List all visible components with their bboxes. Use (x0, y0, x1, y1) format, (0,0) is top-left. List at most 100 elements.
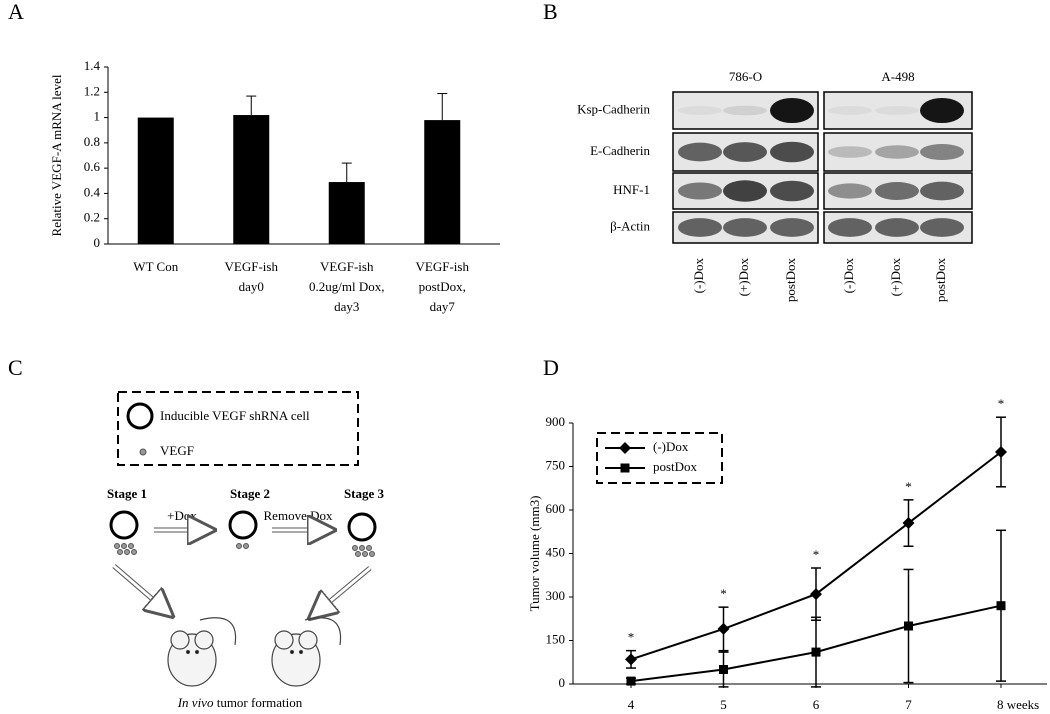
x-tick-label: 4 (628, 697, 635, 712)
stage-label: Stage 2 (230, 486, 270, 501)
y-tick-label: 0.4 (84, 184, 101, 199)
lane-label: (+)Dox (888, 258, 903, 297)
x-tick-line: day0 (239, 279, 264, 294)
significance: * (813, 547, 820, 562)
marker (625, 653, 637, 666)
bar (424, 120, 461, 244)
x-tick-label: 7 (905, 697, 912, 712)
y-tick-label: 0.2 (84, 210, 100, 225)
cell (228, 510, 258, 540)
column-header: 786-O (729, 69, 762, 84)
y-axis-label: Relative VEGF-A mRNA level (49, 74, 64, 236)
mouse (271, 617, 342, 687)
x-tick-label: WT Con (133, 259, 178, 274)
marker (811, 647, 821, 657)
blot-band (723, 180, 767, 202)
caption: In vivo tumor formation (177, 695, 303, 710)
row-label: HNF-1 (613, 182, 650, 197)
blot-band (828, 106, 872, 115)
blot-band (723, 105, 767, 116)
y-tick-label: 750 (546, 457, 566, 472)
arrow (310, 566, 371, 618)
significance: * (905, 479, 912, 494)
blot-band (875, 182, 919, 200)
x-tick-line: postDox, (419, 279, 466, 294)
x-tick-line: WT Con (133, 259, 178, 274)
lane-label: (-)Dox (691, 258, 706, 294)
lane-label: postDox (783, 258, 798, 303)
cell (109, 510, 139, 540)
x-tick-line: day3 (334, 299, 359, 314)
cell-icon (126, 402, 154, 430)
y-tick-label: 0.8 (84, 134, 100, 149)
lane-label: (+)Dox (736, 258, 751, 297)
legend-box (596, 432, 723, 484)
x-tick-label: 6 (813, 697, 820, 712)
marker (620, 463, 630, 473)
column-header: A-498 (881, 69, 914, 84)
x-tick-line: VEGF-ish (416, 259, 470, 274)
blot-band (875, 106, 919, 115)
row-label: β-Actin (610, 218, 650, 233)
blot-band (723, 218, 767, 237)
bar (233, 115, 270, 245)
marker (719, 665, 728, 674)
marker (902, 517, 915, 530)
y-tick-label: 0 (559, 675, 566, 690)
legend-label: postDox (653, 459, 698, 474)
lane-label: postDox (933, 258, 948, 303)
significance: * (720, 586, 727, 601)
row-label: Ksp-Cadherin (577, 101, 650, 116)
x-tick-label: 5 (720, 697, 727, 712)
x-tick-line: day7 (430, 299, 456, 314)
blot-band (920, 218, 964, 237)
y-tick-label: 0.6 (84, 159, 101, 174)
stage-label: Stage 3 (344, 486, 385, 501)
y-tick-label: 450 (546, 544, 566, 559)
blot-band (678, 142, 722, 162)
step-label: Remove Dox (264, 508, 333, 523)
blot-band (920, 143, 964, 161)
marker (810, 588, 822, 601)
stage-label: Stage 1 (107, 486, 147, 501)
y-tick-label: 0 (94, 235, 101, 250)
y-tick-label: 1.4 (84, 58, 101, 73)
significance: * (998, 396, 1005, 411)
x-tick-label: VEGF-ish postDox, day7 (416, 259, 470, 314)
blot-band (678, 182, 722, 200)
blot-band (875, 218, 919, 237)
cell (347, 512, 377, 542)
x-tick-line: VEGF-ish (225, 259, 279, 274)
blot-band (678, 218, 722, 237)
step-label: +Dox (167, 508, 197, 523)
bar (328, 182, 365, 244)
y-tick-label: 150 (546, 631, 566, 646)
panel-label: B (543, 0, 558, 24)
blot-band (723, 142, 767, 162)
panel-label: A (8, 0, 24, 24)
blot-band (770, 141, 814, 163)
blot-band (678, 106, 722, 115)
x-tick-line: VEGF-ish (320, 259, 374, 274)
x-tick-label: 8 weeks (997, 697, 1039, 712)
marker (619, 442, 631, 454)
legend-text: Inducible VEGF shRNA cell (160, 408, 310, 423)
blot-band (828, 218, 872, 237)
blot-band (770, 97, 814, 124)
blot-band (875, 145, 919, 159)
marker (904, 621, 913, 631)
y-axis-label: Tumor volume (mm3) (527, 496, 542, 612)
arrow (113, 564, 172, 616)
vegf-dots (114, 543, 375, 557)
legend-box (117, 391, 359, 466)
x-tick-line: 0.2ug/ml Dox, (309, 279, 384, 294)
blot-band (920, 181, 964, 201)
marker (995, 446, 1007, 458)
marker (996, 601, 1006, 611)
panel-label: C (8, 355, 23, 380)
y-tick-label: 1 (94, 109, 101, 124)
row-label: E-Cadherin (590, 143, 650, 158)
significance: * (628, 630, 635, 645)
blot-band (770, 218, 814, 237)
